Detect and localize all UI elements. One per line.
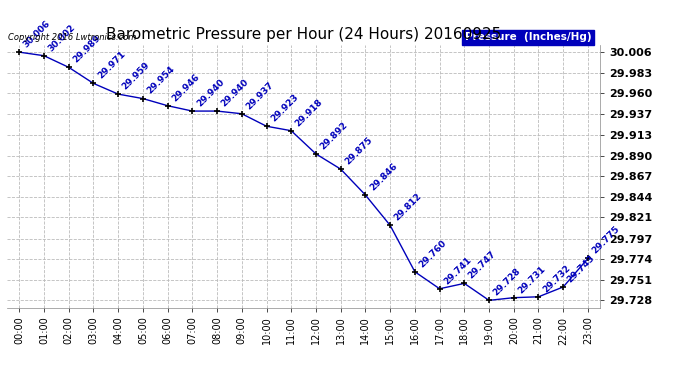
Text: 29.875: 29.875 [343, 135, 374, 166]
Text: 29.940: 29.940 [195, 77, 226, 108]
Text: 29.892: 29.892 [318, 120, 349, 151]
Text: 29.747: 29.747 [466, 249, 498, 281]
Text: 29.812: 29.812 [393, 192, 424, 223]
Text: Pressure  (Inches/Hg): Pressure (Inches/Hg) [465, 32, 591, 42]
Text: 29.760: 29.760 [417, 238, 448, 269]
Text: 29.743: 29.743 [566, 253, 597, 284]
Text: 29.741: 29.741 [442, 255, 473, 286]
Text: 29.937: 29.937 [244, 80, 275, 111]
Text: Copyright 2016 Lwtronics.com: Copyright 2016 Lwtronics.com [8, 33, 137, 42]
Text: 29.946: 29.946 [170, 72, 201, 103]
Text: 30.002: 30.002 [46, 22, 77, 53]
Title: Barometric Pressure per Hour (24 Hours) 20160925: Barometric Pressure per Hour (24 Hours) … [106, 27, 501, 42]
Text: 30.006: 30.006 [22, 19, 52, 50]
Text: 29.731: 29.731 [516, 264, 547, 295]
Text: 29.989: 29.989 [71, 33, 102, 64]
Text: 29.918: 29.918 [294, 97, 325, 128]
Text: 29.728: 29.728 [491, 267, 522, 298]
Text: 29.959: 29.959 [121, 60, 152, 92]
Text: 29.940: 29.940 [219, 77, 250, 108]
Text: 29.732: 29.732 [541, 263, 572, 294]
Text: 29.775: 29.775 [591, 225, 622, 256]
Text: 29.971: 29.971 [96, 50, 127, 81]
Text: 29.846: 29.846 [368, 161, 399, 192]
Text: 29.923: 29.923 [269, 93, 300, 124]
Text: 29.954: 29.954 [146, 65, 177, 96]
